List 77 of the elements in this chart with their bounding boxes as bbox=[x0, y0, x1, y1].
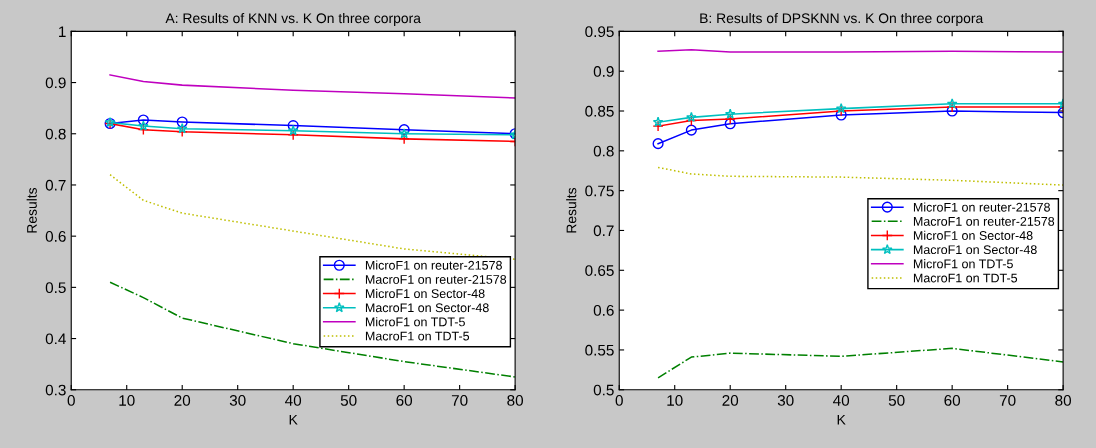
point bbox=[652, 120, 664, 132]
legend-label: MicroF1 on reuter-21578 bbox=[365, 260, 502, 270]
y-tick-label: 0.6 bbox=[45, 231, 66, 242]
point bbox=[176, 116, 188, 128]
point bbox=[138, 120, 149, 131]
point bbox=[686, 111, 697, 123]
y-tick-label: 0.75 bbox=[585, 185, 614, 197]
x-tick-label: 0 bbox=[615, 395, 623, 406]
legend-label: MacroF1 on reuter-21578 bbox=[365, 275, 507, 284]
legend-label: MacroF1 on reuter-21578 bbox=[913, 216, 1055, 226]
x-tick-label: 60 bbox=[944, 395, 961, 406]
y-tick-label: 0.7 bbox=[45, 179, 66, 191]
point bbox=[652, 116, 664, 127]
y-tick-label: 0.8 bbox=[45, 128, 66, 140]
point bbox=[398, 128, 410, 139]
point bbox=[685, 115, 697, 127]
legend-label: MicroF1 on Sector-48 bbox=[365, 288, 485, 299]
y-tick-label: 0.6 bbox=[593, 304, 614, 316]
x-tick-label: 20 bbox=[722, 395, 739, 406]
y-tick-label: 0.85 bbox=[585, 105, 614, 117]
point bbox=[176, 123, 188, 134]
line-series bbox=[109, 173, 516, 260]
point bbox=[398, 133, 410, 145]
x-axis-title: K bbox=[837, 414, 846, 425]
x-tick-label: 10 bbox=[667, 395, 683, 406]
x-tick-label: 0 bbox=[67, 395, 75, 406]
point bbox=[724, 118, 736, 130]
x-tick-label: 50 bbox=[340, 395, 357, 406]
point bbox=[137, 114, 149, 126]
y-tick-label: 0.5 bbox=[593, 384, 614, 396]
y-tick-label: 0.95 bbox=[585, 26, 614, 38]
line-series bbox=[657, 347, 1064, 379]
y-tick-label: 1 bbox=[59, 26, 66, 37]
x-axis-title: K bbox=[289, 414, 298, 425]
line-series bbox=[109, 74, 516, 99]
chart-title: A: Results of KNN vs. K On three corpora bbox=[165, 12, 421, 26]
x-tick-label: 40 bbox=[285, 395, 302, 406]
point bbox=[835, 109, 847, 121]
x-tick-label: 80 bbox=[1055, 395, 1072, 406]
point bbox=[287, 125, 299, 136]
point bbox=[724, 108, 736, 119]
legend-label: MicroF1 on TDT-5 bbox=[365, 317, 465, 327]
point bbox=[176, 126, 188, 138]
y-axis-title: Results bbox=[566, 187, 577, 233]
point bbox=[946, 101, 958, 113]
x-tick-label: 70 bbox=[999, 395, 1016, 406]
legend-label: MacroF1 on TDT-5 bbox=[365, 331, 470, 341]
y-tick-label: 0.4 bbox=[45, 333, 66, 345]
x-tick-label: 60 bbox=[396, 395, 413, 406]
x-tick-label: 20 bbox=[174, 395, 191, 406]
point bbox=[685, 124, 697, 136]
y-tick-label: 0.5 bbox=[45, 282, 66, 294]
x-tick-label: 80 bbox=[507, 395, 524, 406]
y-tick-label: 0.65 bbox=[585, 265, 614, 276]
legend-label: MicroF1 on Sector-48 bbox=[913, 230, 1033, 240]
y-axis-title: Results bbox=[26, 187, 37, 233]
x-tick-label: 30 bbox=[229, 395, 246, 406]
y-tick-label: 0.7 bbox=[593, 225, 614, 237]
y-tick-label: 0.55 bbox=[585, 344, 614, 356]
y-tick-label: 0.3 bbox=[45, 384, 66, 396]
y-tick-label: 0.8 bbox=[593, 145, 614, 157]
chart-title: B: Results of DPSKNN vs. K On three corpora bbox=[700, 12, 984, 26]
point bbox=[946, 98, 958, 109]
y-tick-label: 0.9 bbox=[45, 77, 66, 89]
legend-label: MacroF1 on TDT-5 bbox=[913, 273, 1018, 283]
legend-label: MacroF1 on Sector-48 bbox=[365, 303, 489, 313]
y-tick-label: 0.9 bbox=[593, 66, 614, 77]
x-tick-label: 40 bbox=[833, 395, 850, 406]
x-tick-label: 30 bbox=[777, 395, 794, 406]
legend-label: MicroF1 on TDT-5 bbox=[913, 259, 1013, 269]
legend-label: MicroF1 on reuter-21578 bbox=[913, 202, 1050, 212]
point bbox=[946, 105, 958, 117]
x-tick-label: 50 bbox=[888, 395, 905, 406]
legend-label: MacroF1 on Sector-48 bbox=[913, 245, 1037, 255]
point bbox=[652, 138, 664, 150]
x-tick-label: 10 bbox=[119, 395, 135, 406]
x-tick-label: 70 bbox=[451, 395, 468, 406]
